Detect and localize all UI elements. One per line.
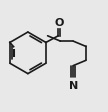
Text: N: N <box>69 80 78 90</box>
Text: I: I <box>12 48 16 58</box>
Text: O: O <box>55 18 64 27</box>
